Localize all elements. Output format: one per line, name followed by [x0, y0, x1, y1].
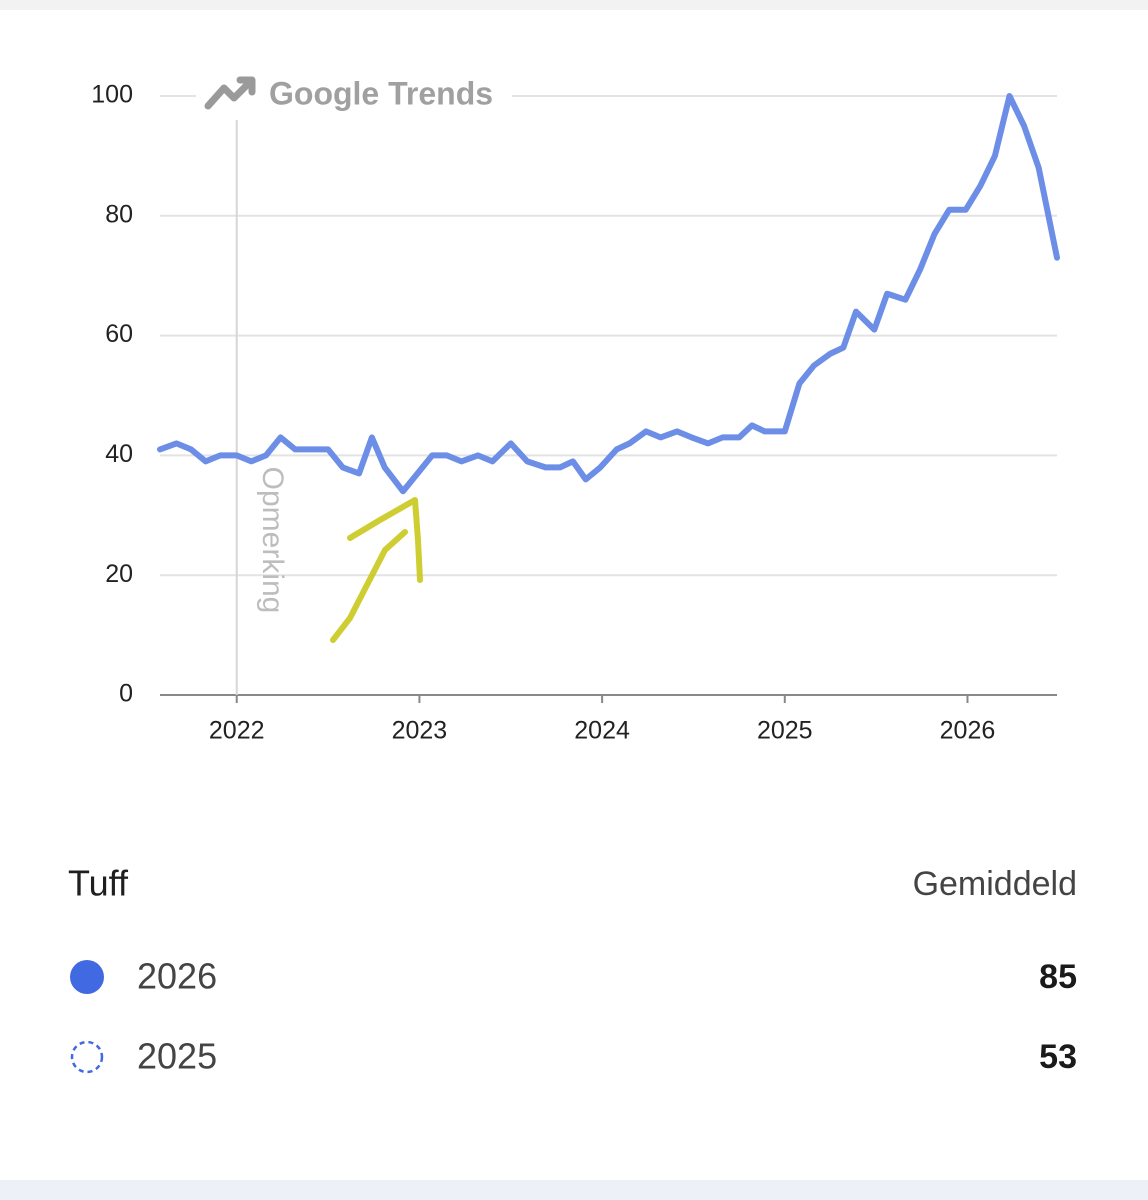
x-tick-label: 2023 — [392, 717, 448, 745]
x-tick-label: 2022 — [209, 717, 265, 745]
annotation: Opmerking — [256, 467, 289, 614]
legend-dot — [70, 960, 104, 994]
legend-label: 2025 — [137, 1036, 217, 1077]
hand-drawn-arrow — [330, 497, 423, 643]
x-tick-label: 2026 — [940, 717, 996, 745]
bottom-band — [0, 1180, 1148, 1200]
y-tick-label: 100 — [91, 81, 133, 109]
y-tick-label: 80 — [105, 200, 133, 228]
chart: 0 20 40 60 80 100 2022 2023 2024 2025 2026 Opmerkin… — [91, 72, 1060, 745]
legend-label: 2026 — [137, 956, 217, 997]
legend-average: 53 — [1039, 1038, 1077, 1076]
trend-line — [157, 93, 1060, 495]
legend-dot — [70, 1040, 104, 1074]
legend: Tuff Gemiddeld 2026 85 2025 53 — [68, 863, 1077, 1077]
legend-column: Gemiddeld — [913, 865, 1077, 903]
watermark: Google Trends — [269, 75, 493, 111]
x-tick-label: 2025 — [757, 717, 813, 745]
top-band — [0, 0, 1148, 10]
legend-average: 85 — [1039, 958, 1077, 996]
y-tick-label: 40 — [105, 440, 133, 468]
x-tick-label: 2024 — [574, 717, 630, 745]
y-tick-label: 0 — [119, 680, 133, 708]
y-tick-label: 60 — [105, 320, 133, 348]
watermark-icon — [204, 76, 256, 110]
y-tick-label: 20 — [105, 560, 133, 588]
legend-title: Tuff — [68, 863, 129, 904]
